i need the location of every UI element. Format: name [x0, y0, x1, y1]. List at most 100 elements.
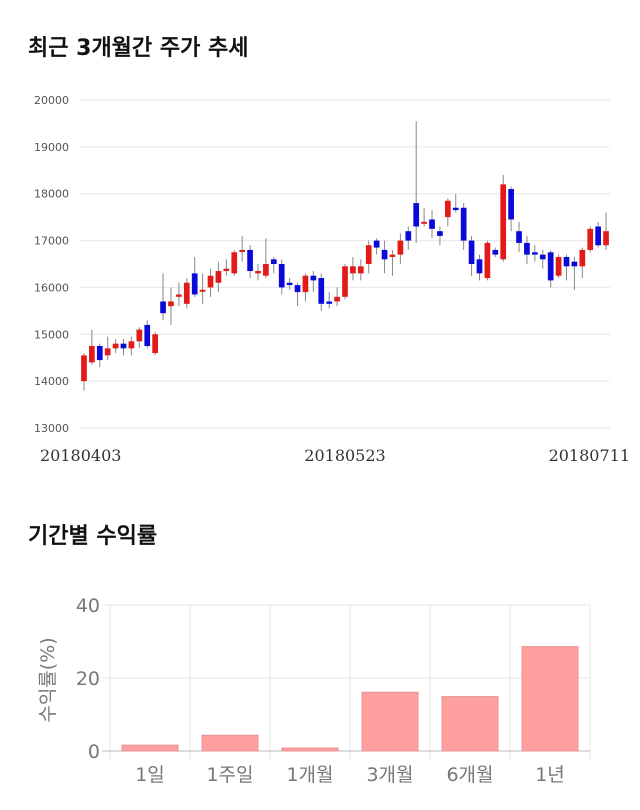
candle	[571, 256, 578, 290]
candle-body	[342, 266, 348, 297]
candle-body	[120, 343, 127, 349]
candlestick-chart: 13000 14000 15000 16000 17000 18000 19000 20000…	[34, 94, 630, 465]
candle	[278, 259, 285, 295]
candle-body	[365, 245, 372, 264]
return-bar	[281, 747, 339, 752]
x-tick-label: 3개월	[366, 764, 413, 786]
candle-body	[595, 226, 601, 246]
candle-body	[302, 275, 309, 293]
candle-body	[183, 282, 190, 304]
candle	[524, 235, 530, 264]
candle	[429, 210, 435, 239]
candle	[437, 226, 443, 246]
candle-body	[104, 348, 111, 356]
candle-body	[96, 346, 103, 361]
candle-body	[231, 252, 238, 274]
candle	[357, 259, 364, 281]
candle	[373, 238, 380, 255]
candle	[207, 268, 214, 297]
candle-body	[223, 268, 230, 272]
candle	[397, 233, 404, 264]
candle-body	[310, 275, 317, 281]
candle	[176, 282, 182, 307]
candle-body	[160, 301, 166, 314]
candle	[484, 240, 491, 281]
x-tick-label: 1일	[135, 764, 165, 786]
candle	[555, 254, 562, 279]
candle-grid	[80, 99, 610, 429]
candle	[587, 226, 594, 253]
candle-body	[247, 249, 253, 272]
candle	[460, 203, 467, 250]
candle-body	[176, 294, 182, 297]
candle-body	[239, 249, 246, 252]
candle	[215, 261, 222, 293]
candle	[342, 264, 348, 300]
candle	[539, 249, 546, 269]
candle-body	[603, 231, 609, 246]
y-tick-label: 19000	[34, 141, 69, 154]
candle	[389, 249, 396, 276]
candle	[334, 287, 340, 307]
y-tick-label: 0	[88, 741, 100, 763]
candle-series	[81, 121, 609, 391]
candle	[231, 249, 238, 276]
candle	[603, 212, 609, 250]
candle-body	[437, 231, 443, 236]
bar-x-axis: 1일 1주일 1개월 3개월 6개월 1년	[135, 764, 565, 786]
return-bar	[441, 696, 499, 752]
candle	[381, 240, 388, 274]
candle	[96, 343, 103, 368]
candle	[239, 235, 246, 262]
candle-body	[152, 334, 158, 354]
x-tick-label: 20180523	[304, 446, 385, 465]
candle-body	[191, 273, 198, 295]
candle	[183, 278, 190, 309]
candle	[421, 207, 427, 227]
y-tick-label: 17000	[34, 235, 69, 248]
candle-x-axis: 20180403 20180523 20180711	[40, 446, 630, 465]
candle-body	[373, 240, 380, 248]
candle-body	[444, 200, 451, 218]
candle-body	[555, 256, 562, 276]
return-bar	[361, 691, 419, 752]
candle	[492, 247, 499, 257]
candle	[350, 256, 356, 281]
x-tick-label: 1개월	[286, 764, 333, 786]
candle	[500, 174, 507, 262]
candle-body	[112, 343, 119, 349]
candle-body	[263, 264, 269, 276]
x-tick-label: 6개월	[446, 764, 493, 786]
candle-body	[270, 259, 277, 264]
candle	[595, 221, 601, 248]
candle-body	[563, 256, 570, 267]
candle-body	[128, 341, 135, 349]
candle-body	[421, 221, 427, 224]
candle-body	[215, 271, 222, 283]
candle	[168, 287, 174, 325]
candle	[104, 336, 111, 361]
candle	[81, 353, 87, 391]
candle	[112, 338, 119, 354]
y-tick-label: 18000	[34, 188, 69, 201]
candle	[302, 273, 309, 302]
candle	[286, 278, 293, 290]
candle-body	[278, 264, 285, 288]
candle-body	[452, 207, 459, 211]
candle-body	[571, 261, 578, 267]
candle	[310, 271, 317, 293]
x-tick-label: 1년	[535, 764, 565, 786]
candle	[270, 256, 277, 274]
candle	[128, 336, 135, 356]
candle	[532, 245, 538, 262]
candle-body	[587, 228, 594, 250]
candle	[255, 264, 261, 281]
candle-body	[547, 252, 554, 281]
candle-body	[579, 249, 586, 267]
candle-body	[381, 249, 388, 260]
candle-body	[397, 240, 404, 255]
candle-body	[429, 219, 435, 229]
stock-trend-title: 최근 3개월간 주가 추세	[28, 36, 249, 61]
candle	[144, 320, 151, 349]
bar-y-axis-label: 수익률(%)	[37, 637, 59, 722]
